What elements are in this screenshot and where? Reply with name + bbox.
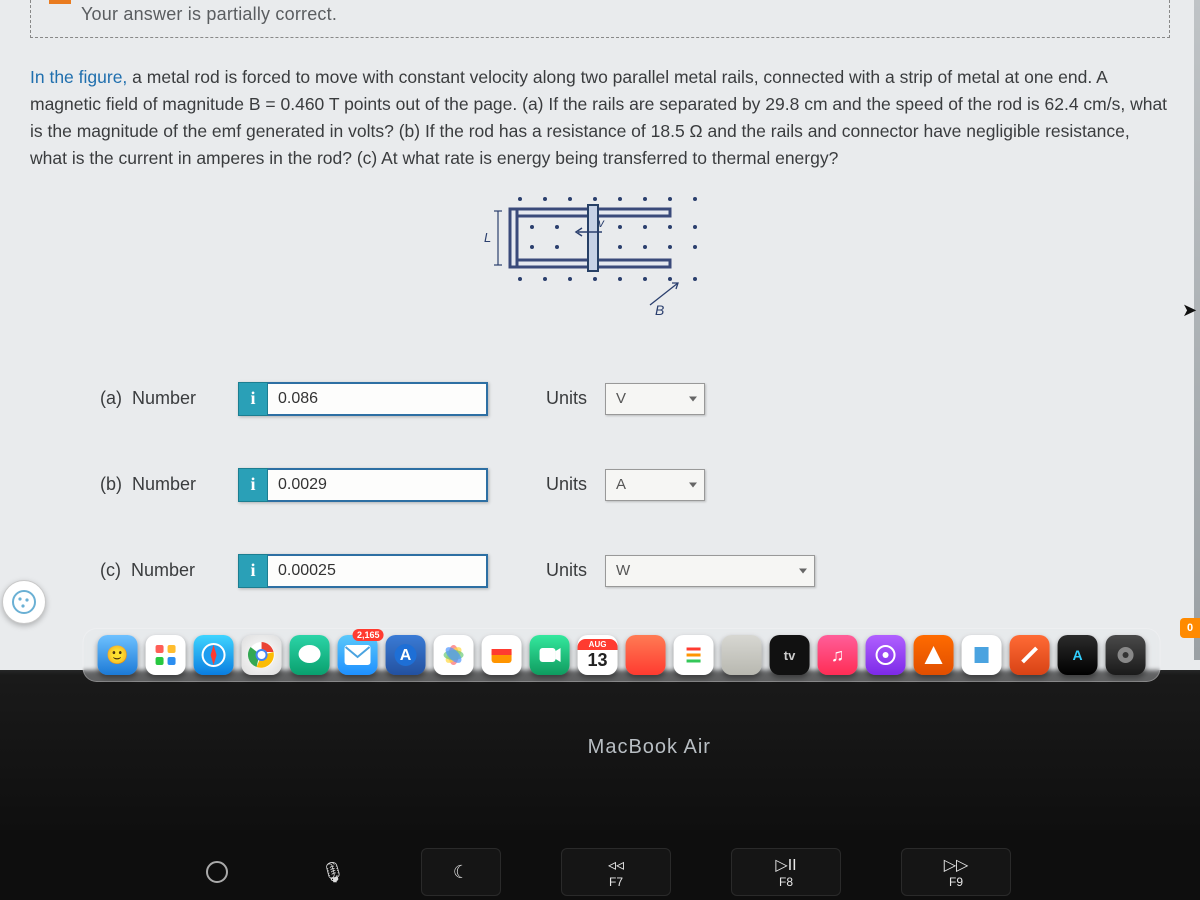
svg-text:A: A <box>400 647 412 664</box>
diagram-b-label: B <box>655 302 664 317</box>
unit-select-wrap-c: W <box>605 555 815 587</box>
answers-block: (a) Number i Units V (b) Number i Units <box>30 382 1170 588</box>
macbook-air-label: MacBook Air <box>588 736 711 759</box>
dock-music-icon[interactable]: ♫ <box>818 635 858 675</box>
dock-app-generic-4[interactable] <box>962 635 1002 675</box>
keyboard-strip: 🎙 ☾ ◃◃ F7 ▷II F8 ▷▷ F9 <box>0 830 1200 900</box>
dock-appletv-icon[interactable]: tv <box>770 635 810 675</box>
unit-select-a[interactable]: V <box>605 383 705 415</box>
page-content: Your answer is partially correct. In the… <box>0 0 1200 670</box>
dock-settings-icon[interactable] <box>1106 635 1146 675</box>
units-label-a: Units <box>546 388 587 409</box>
diagram-l-label: L <box>484 230 491 245</box>
unit-select-wrap-b: A <box>605 469 705 501</box>
dock-podcasts-icon[interactable] <box>866 635 906 675</box>
diagram-container: v L B <box>30 187 1170 322</box>
diagram-svg: v L B <box>470 187 730 317</box>
dock-app-generic-6[interactable]: A <box>1058 635 1098 675</box>
number-box-a: i <box>238 382 488 416</box>
number-input-a[interactable] <box>268 382 488 416</box>
key-dnd[interactable]: ☾ <box>421 848 501 896</box>
feedback-text: Your answer is partially correct. <box>81 4 337 24</box>
number-box-c: i <box>238 554 488 588</box>
calendar-day: 13 <box>588 650 608 672</box>
dock-messages-icon[interactable] <box>290 635 330 675</box>
notification-badge[interactable]: 0 <box>1180 618 1200 638</box>
cursor-icon: ➤ <box>1182 300 1197 321</box>
unit-select-wrap-a: V <box>605 383 705 415</box>
key-spotlight[interactable] <box>189 848 245 896</box>
dock-mail-icon[interactable] <box>338 635 378 675</box>
question-body: a metal rod is forced to move with const… <box>30 67 1167 168</box>
part-label-c: (c) Number <box>100 560 220 581</box>
key-f8[interactable]: ▷II F8 <box>731 848 841 896</box>
rewind-icon: ◃◃ <box>608 855 624 875</box>
dock-photos-icon[interactable] <box>434 635 474 675</box>
key-mic-icon[interactable]: 🎙 <box>305 848 361 896</box>
answer-row-b: (b) Number i Units A <box>100 468 1170 502</box>
info-icon[interactable]: i <box>238 382 268 416</box>
calendar-month: AUG <box>578 639 618 650</box>
number-box-b: i <box>238 468 488 502</box>
key-f9[interactable]: ▷▷ F9 <box>901 848 1011 896</box>
dock-launchpad-icon[interactable] <box>146 635 186 675</box>
diagram: v L B <box>470 187 730 317</box>
key-f7[interactable]: ◃◃ F7 <box>561 848 671 896</box>
part-label-b: (b) Number <box>100 474 220 495</box>
dock-finder-icon[interactable]: 🙂 <box>98 635 138 675</box>
units-label-c: Units <box>546 560 587 581</box>
dock-app-generic-5[interactable] <box>1010 635 1050 675</box>
dock-chrome-icon[interactable] <box>242 635 282 675</box>
dock-safari-icon[interactable] <box>194 635 234 675</box>
dock-photobooth-icon[interactable] <box>482 635 522 675</box>
dock-app-generic-3[interactable] <box>914 635 954 675</box>
diagram-v-label: v <box>598 216 605 230</box>
key-f9-label: F9 <box>949 875 963 889</box>
question-text: In the figure, a metal rod is forced to … <box>30 64 1170 173</box>
number-input-b[interactable] <box>268 468 488 502</box>
dock-app-generic-1[interactable] <box>626 635 666 675</box>
units-label-b: Units <box>546 474 587 495</box>
dock-reminders-icon[interactable] <box>674 635 714 675</box>
scrollbar[interactable] <box>1194 0 1200 660</box>
macos-dock: 🙂 A AUG 13 tv ♫ <box>83 628 1161 682</box>
svg-text:A: A <box>1072 647 1082 663</box>
feedback-banner: Your answer is partially correct. <box>30 0 1170 38</box>
info-icon[interactable]: i <box>238 554 268 588</box>
unit-select-b[interactable]: A <box>605 469 705 501</box>
number-input-c[interactable] <box>268 554 488 588</box>
unit-select-c[interactable]: W <box>605 555 815 587</box>
dock-calendar-icon[interactable]: AUG 13 <box>578 635 618 675</box>
part-label-a: (a) Number <box>100 388 220 409</box>
cookie-consent-icon[interactable] <box>2 580 46 624</box>
key-f8-label: F8 <box>779 875 793 889</box>
playpause-icon: ▷II <box>775 855 796 875</box>
dock-facetime-icon[interactable] <box>530 635 570 675</box>
answer-row-c: (c) Number i Units W <box>100 554 1170 588</box>
info-icon[interactable]: i <box>238 468 268 502</box>
dock-appstore-icon[interactable]: A <box>386 635 426 675</box>
key-f7-label: F7 <box>609 875 623 889</box>
question-link[interactable]: In the figure, <box>30 67 127 87</box>
dock-app-generic-2[interactable] <box>722 635 762 675</box>
forward-icon: ▷▷ <box>944 855 969 875</box>
answer-row-a: (a) Number i Units V <box>100 382 1170 416</box>
